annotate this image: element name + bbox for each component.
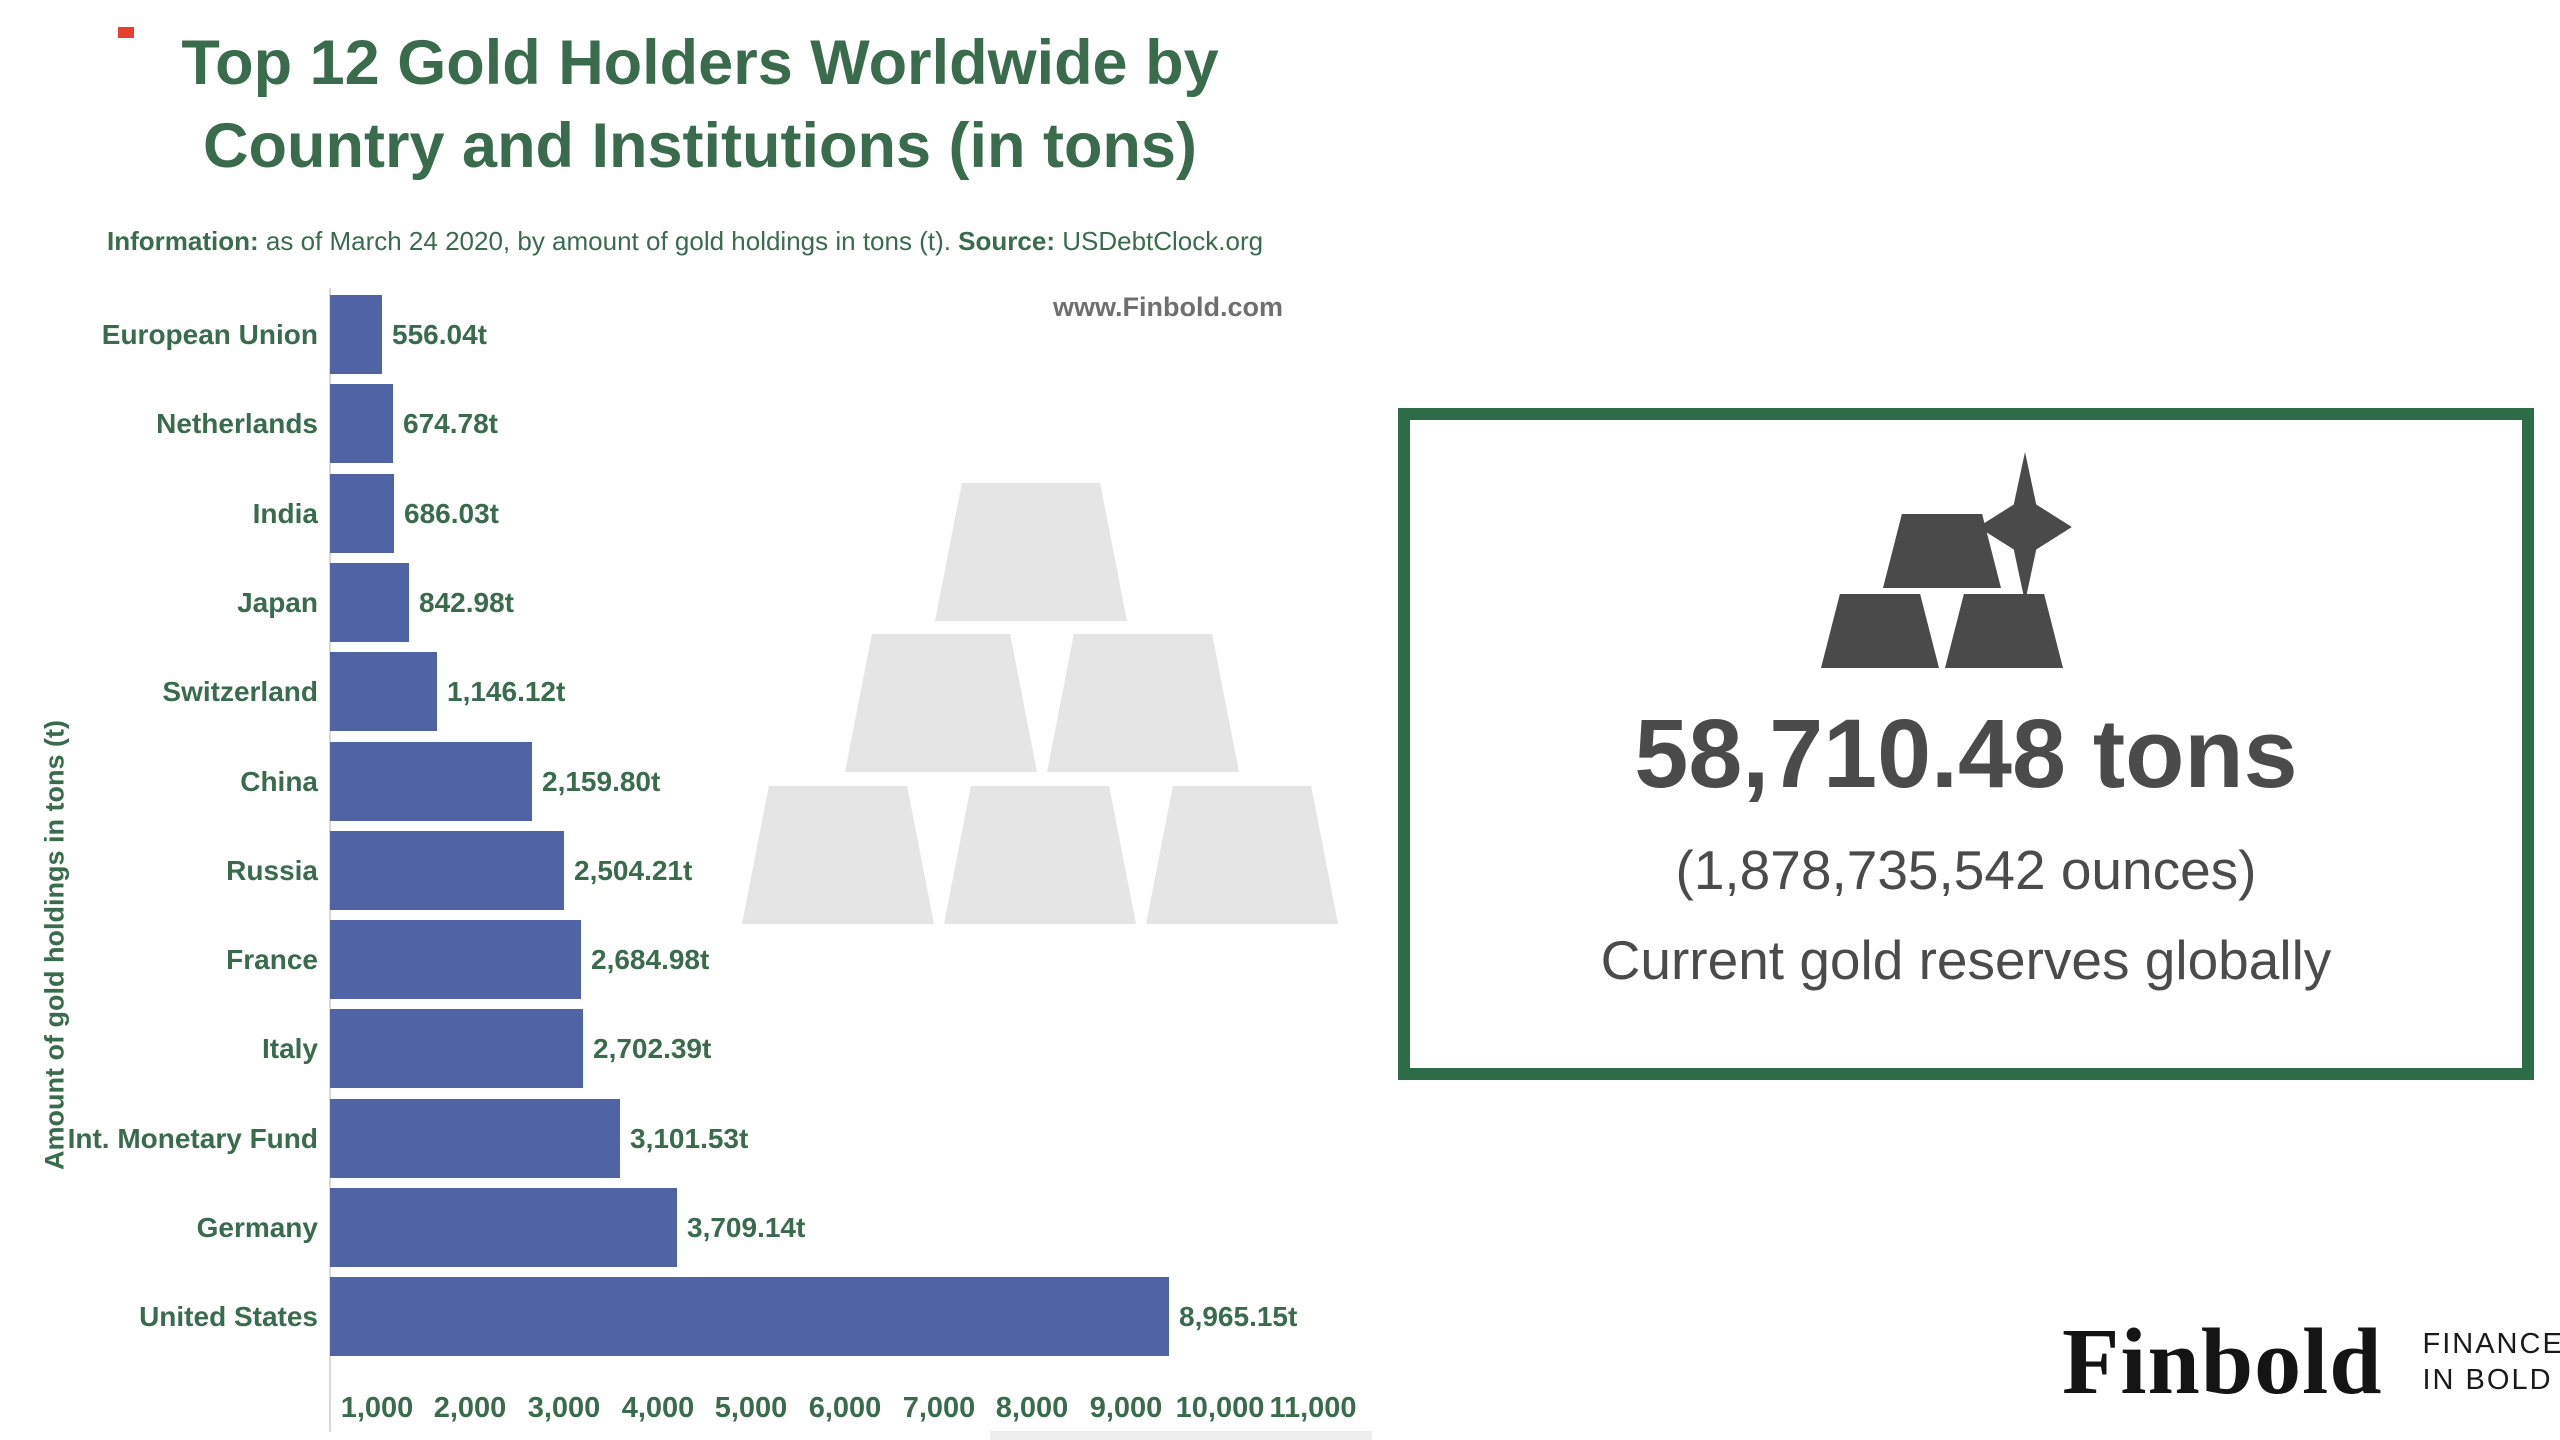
bar-value-label: 8,965.15t (1179, 1300, 1298, 1332)
gold-bars-sparkle-icon (1819, 452, 2072, 670)
x-axis-tick-label: 5,000 (714, 1392, 788, 1424)
bar-category-label: United States (139, 1300, 318, 1332)
subtitle-info-label: Information: (107, 226, 259, 256)
bar-value-label: 842.98t (419, 586, 514, 618)
bar (330, 652, 437, 731)
gold-bar-watermark-icon (742, 786, 934, 924)
x-axis-tick-label: 9,000 (1089, 1392, 1163, 1424)
bar-category-label: India (252, 497, 318, 529)
gold-bar-watermark-icon (935, 483, 1127, 621)
x-axis-tick-label: 1,000 (340, 1392, 414, 1424)
x-axis-tick-label: 3,000 (527, 1392, 601, 1424)
x-axis-tick-label: 2,000 (433, 1392, 507, 1424)
x-axis-tick-label: 11,000 (1269, 1392, 1357, 1424)
total-tons-value: 58,710.48 tons (1634, 699, 2298, 808)
x-axis-tick-label: 4,000 (621, 1392, 695, 1424)
page-title-line1: Top 12 Gold Holders Worldwide by (181, 28, 1219, 98)
finbold-wordmark: Finbold (2062, 1310, 2383, 1414)
bar-value-label: 1,146.12t (447, 675, 566, 707)
sparkle-icon (1978, 452, 2072, 602)
panel-caption: Current gold reserves globally (1600, 929, 2332, 991)
gold-ingot-icon (1883, 514, 2001, 588)
bar-category-label: Int. Monetary Fund (67, 1122, 318, 1154)
bar (330, 1188, 677, 1267)
bar-value-label: 2,504.21t (574, 854, 693, 886)
bar-value-label: 686.03t (404, 497, 499, 529)
bar (330, 920, 581, 999)
gold-bar-watermark-icon (1047, 634, 1239, 772)
bar (330, 742, 532, 821)
bar-category-label: Germany (196, 1211, 318, 1243)
bar (330, 295, 382, 374)
subtitle: Information: as of March 24 2020, by amo… (107, 226, 1507, 256)
bar-value-label: 3,101.53t (630, 1122, 749, 1154)
gold-bar-watermark-icon (944, 786, 1136, 924)
bar-value-label: 2,702.39t (593, 1032, 712, 1064)
x-axis-tick-label: 8,000 (995, 1392, 1069, 1424)
bar-value-label: 3,709.14t (687, 1211, 806, 1243)
bar-category-label: Netherlands (156, 407, 318, 439)
red-mark (118, 27, 134, 38)
subtitle-source-label: Source: (958, 226, 1055, 256)
finbold-tagline-line1: FINANCE (2422, 1328, 2560, 1360)
bar (330, 831, 564, 910)
bar-value-label: 556.04t (392, 318, 487, 350)
finbold-tagline-line2: IN BOLD (2422, 1364, 2553, 1396)
bar-category-label: China (240, 765, 318, 797)
bar-category-label: European Union (101, 318, 318, 350)
subtitle-info-text: as of March 24 2020, by amount of gold h… (258, 226, 959, 256)
finbold-logo: Finbold FINANCE IN BOLD (2062, 1302, 2560, 1422)
website-watermark: www.Finbold.com (1053, 292, 1283, 322)
bar-category-label: Russia (226, 854, 318, 886)
bar-category-label: France (226, 943, 318, 975)
gold-bar-watermark-icon (845, 634, 1037, 772)
finbold-tagline: FINANCE IN BOLD (2423, 1326, 2560, 1398)
bar (330, 1277, 1169, 1356)
bar-category-label: Italy (261, 1032, 318, 1064)
bar-value-label: 2,684.98t (591, 943, 710, 975)
total-ounces-value: (1,878,735,542 ounces) (1675, 839, 2257, 901)
bar-value-label: 2,159.80t (542, 765, 661, 797)
bar (330, 474, 394, 553)
bar (330, 563, 409, 642)
gold-ingot-icon (1945, 594, 2063, 668)
bar (330, 1099, 620, 1178)
x-axis-tick-label: 10,000 (1175, 1392, 1265, 1424)
bar-value-label: 674.78t (403, 407, 498, 439)
bar (330, 384, 393, 463)
bar-category-label: Japan (237, 586, 318, 618)
gold-bar-watermark-icon (1146, 786, 1338, 924)
gold-ingot-icon (1821, 594, 1939, 668)
x-axis-tick-label: 7,000 (902, 1392, 976, 1424)
subtitle-source-text: USDebtClock.org (1054, 226, 1264, 256)
x-axis-tick-label: 6,000 (808, 1392, 882, 1424)
cropped-bottom-strip (990, 1431, 1372, 1440)
page-title: Top 12 Gold Holders Worldwide by Country… (95, 22, 1305, 188)
page-title-line2: Country and Institutions (in tons) (203, 111, 1197, 181)
gold-reserves-panel: 58,710.48 tons (1,878,735,542 ounces) Cu… (1398, 408, 2534, 1080)
bar (330, 1009, 583, 1088)
bar-category-label: Switzerland (162, 675, 318, 707)
